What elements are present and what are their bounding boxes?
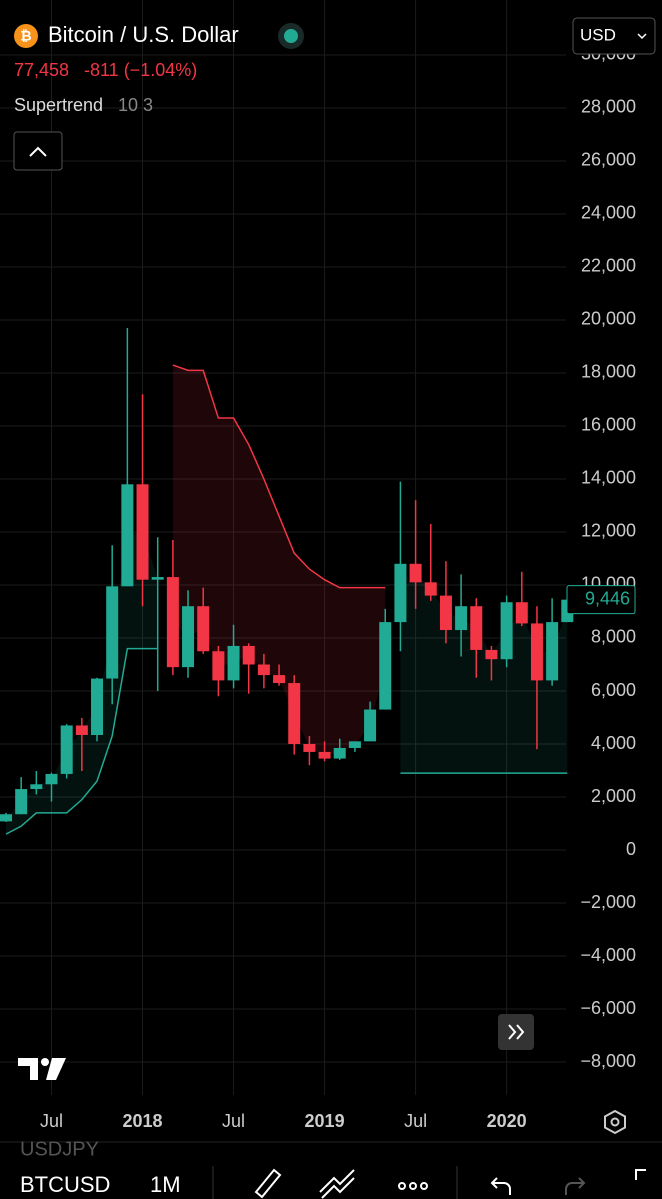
y-tick-label: 0 <box>626 839 636 859</box>
candle-body <box>394 563 407 623</box>
x-tick-label: Jul <box>404 1111 427 1131</box>
x-tick-label: 2019 <box>305 1111 345 1131</box>
candle-body <box>212 651 225 681</box>
candle-body <box>257 664 270 676</box>
last-price-label: 9,446 <box>585 588 630 608</box>
candle-body <box>242 645 255 665</box>
candle-body <box>182 606 195 668</box>
y-tick-label: 6,000 <box>591 680 636 700</box>
last-price-badge <box>566 585 636 615</box>
indicators-icon[interactable] <box>319 1169 355 1199</box>
candle-body <box>197 606 210 652</box>
coin-icon <box>14 24 38 48</box>
candle-body <box>424 582 437 596</box>
toolbar-symbol[interactable]: BTCUSD <box>20 1172 110 1197</box>
undo-icon[interactable] <box>490 1177 511 1195</box>
x-tick-label: 2018 <box>123 1111 163 1131</box>
candle-body <box>273 675 286 684</box>
price: 77,458 <box>14 60 69 80</box>
trend-fill <box>6 531 158 835</box>
settings-icon[interactable] <box>604 1109 626 1135</box>
market-status <box>284 29 298 43</box>
toolbar-interval[interactable]: 1M <box>150 1172 181 1197</box>
logo-dot <box>41 1058 49 1066</box>
settings-dot <box>610 1117 620 1127</box>
logo-v <box>46 1058 66 1080</box>
symbol-name[interactable]: Bitcoin / U.S. Dollar <box>48 22 239 47</box>
ghost-symbol: USDJPY <box>20 1138 99 1160</box>
y-tick-label: −2,000 <box>580 892 636 912</box>
y-tick-label: −8,000 <box>580 1051 636 1071</box>
candle-body <box>75 725 88 735</box>
y-tick-label: −6,000 <box>580 998 636 1018</box>
candle-body <box>60 725 73 774</box>
candle-body <box>364 709 377 742</box>
candle-body <box>303 744 316 752</box>
scroll-icon <box>508 1024 525 1040</box>
y-tick-label: 8,000 <box>591 627 636 647</box>
candle-body <box>15 789 28 815</box>
candle-body <box>121 484 134 587</box>
candle-body <box>485 649 498 660</box>
candle-body <box>151 577 164 580</box>
supertrend-line <box>172 364 386 589</box>
change: -811 (−1.04%) <box>84 60 197 80</box>
candle-body <box>409 563 422 583</box>
indicator-params: 10 3 <box>118 95 153 115</box>
candle-body <box>348 741 361 748</box>
candle-body <box>91 678 104 735</box>
candle-body <box>333 747 346 759</box>
candle-body <box>318 751 331 759</box>
candle-body <box>166 577 179 668</box>
collapse-button[interactable] <box>13 131 63 171</box>
trend-fill <box>172 365 386 756</box>
y-tick-label: 24,000 <box>581 203 636 223</box>
candle-body <box>106 586 119 679</box>
draw-icon[interactable] <box>254 1168 282 1199</box>
x-tick-label: Jul <box>222 1111 245 1131</box>
supertrend-line <box>5 647 568 835</box>
currency: USD <box>580 25 616 44</box>
currency-select[interactable] <box>572 17 656 55</box>
candle-body <box>379 622 392 710</box>
tv-logo <box>18 1058 66 1080</box>
dropdown-arrow <box>637 33 647 40</box>
y-tick-label: 16,000 <box>581 415 636 435</box>
candle-body <box>288 683 301 745</box>
redo-icon <box>565 1177 586 1195</box>
candle-body <box>0 814 12 822</box>
toolbar <box>0 1160 662 1199</box>
y-tick-label: 26,000 <box>581 150 636 170</box>
candle-body <box>439 595 452 631</box>
y-tick-label: −4,000 <box>580 945 636 965</box>
y-tick-label: 22,000 <box>581 256 636 276</box>
y-tick-label: 2,000 <box>591 786 636 806</box>
candle-body <box>515 602 528 624</box>
y-tick-label: 18,000 <box>581 362 636 382</box>
candle-body <box>227 645 240 681</box>
y-tick-label: 14,000 <box>581 468 636 488</box>
logo-t <box>18 1058 38 1080</box>
candle-body <box>530 623 543 681</box>
y-tick-label: 4,000 <box>591 733 636 753</box>
y-tick-label: 12,000 <box>581 521 636 541</box>
candle-body <box>455 606 468 631</box>
candle-body <box>136 484 149 580</box>
y-tick-label: 20,000 <box>581 309 636 329</box>
coin-glyph: ₿ <box>20 28 31 44</box>
x-tick-label: Jul <box>40 1111 63 1131</box>
candle-body <box>546 622 559 681</box>
more-icon[interactable] <box>398 1182 428 1190</box>
chevron-up <box>29 146 47 157</box>
indicator-name[interactable]: Supertrend <box>14 95 103 115</box>
candle-body <box>500 602 513 660</box>
candle-body <box>470 606 483 650</box>
candle-body <box>30 784 43 790</box>
x-tick-label: 2020 <box>487 1111 527 1131</box>
y-tick-label: 28,000 <box>581 97 636 117</box>
header: ₿ Bitcoin / U.S. Dollar USD 77,458 -811 … <box>13 17 656 171</box>
candle-body <box>45 773 58 785</box>
